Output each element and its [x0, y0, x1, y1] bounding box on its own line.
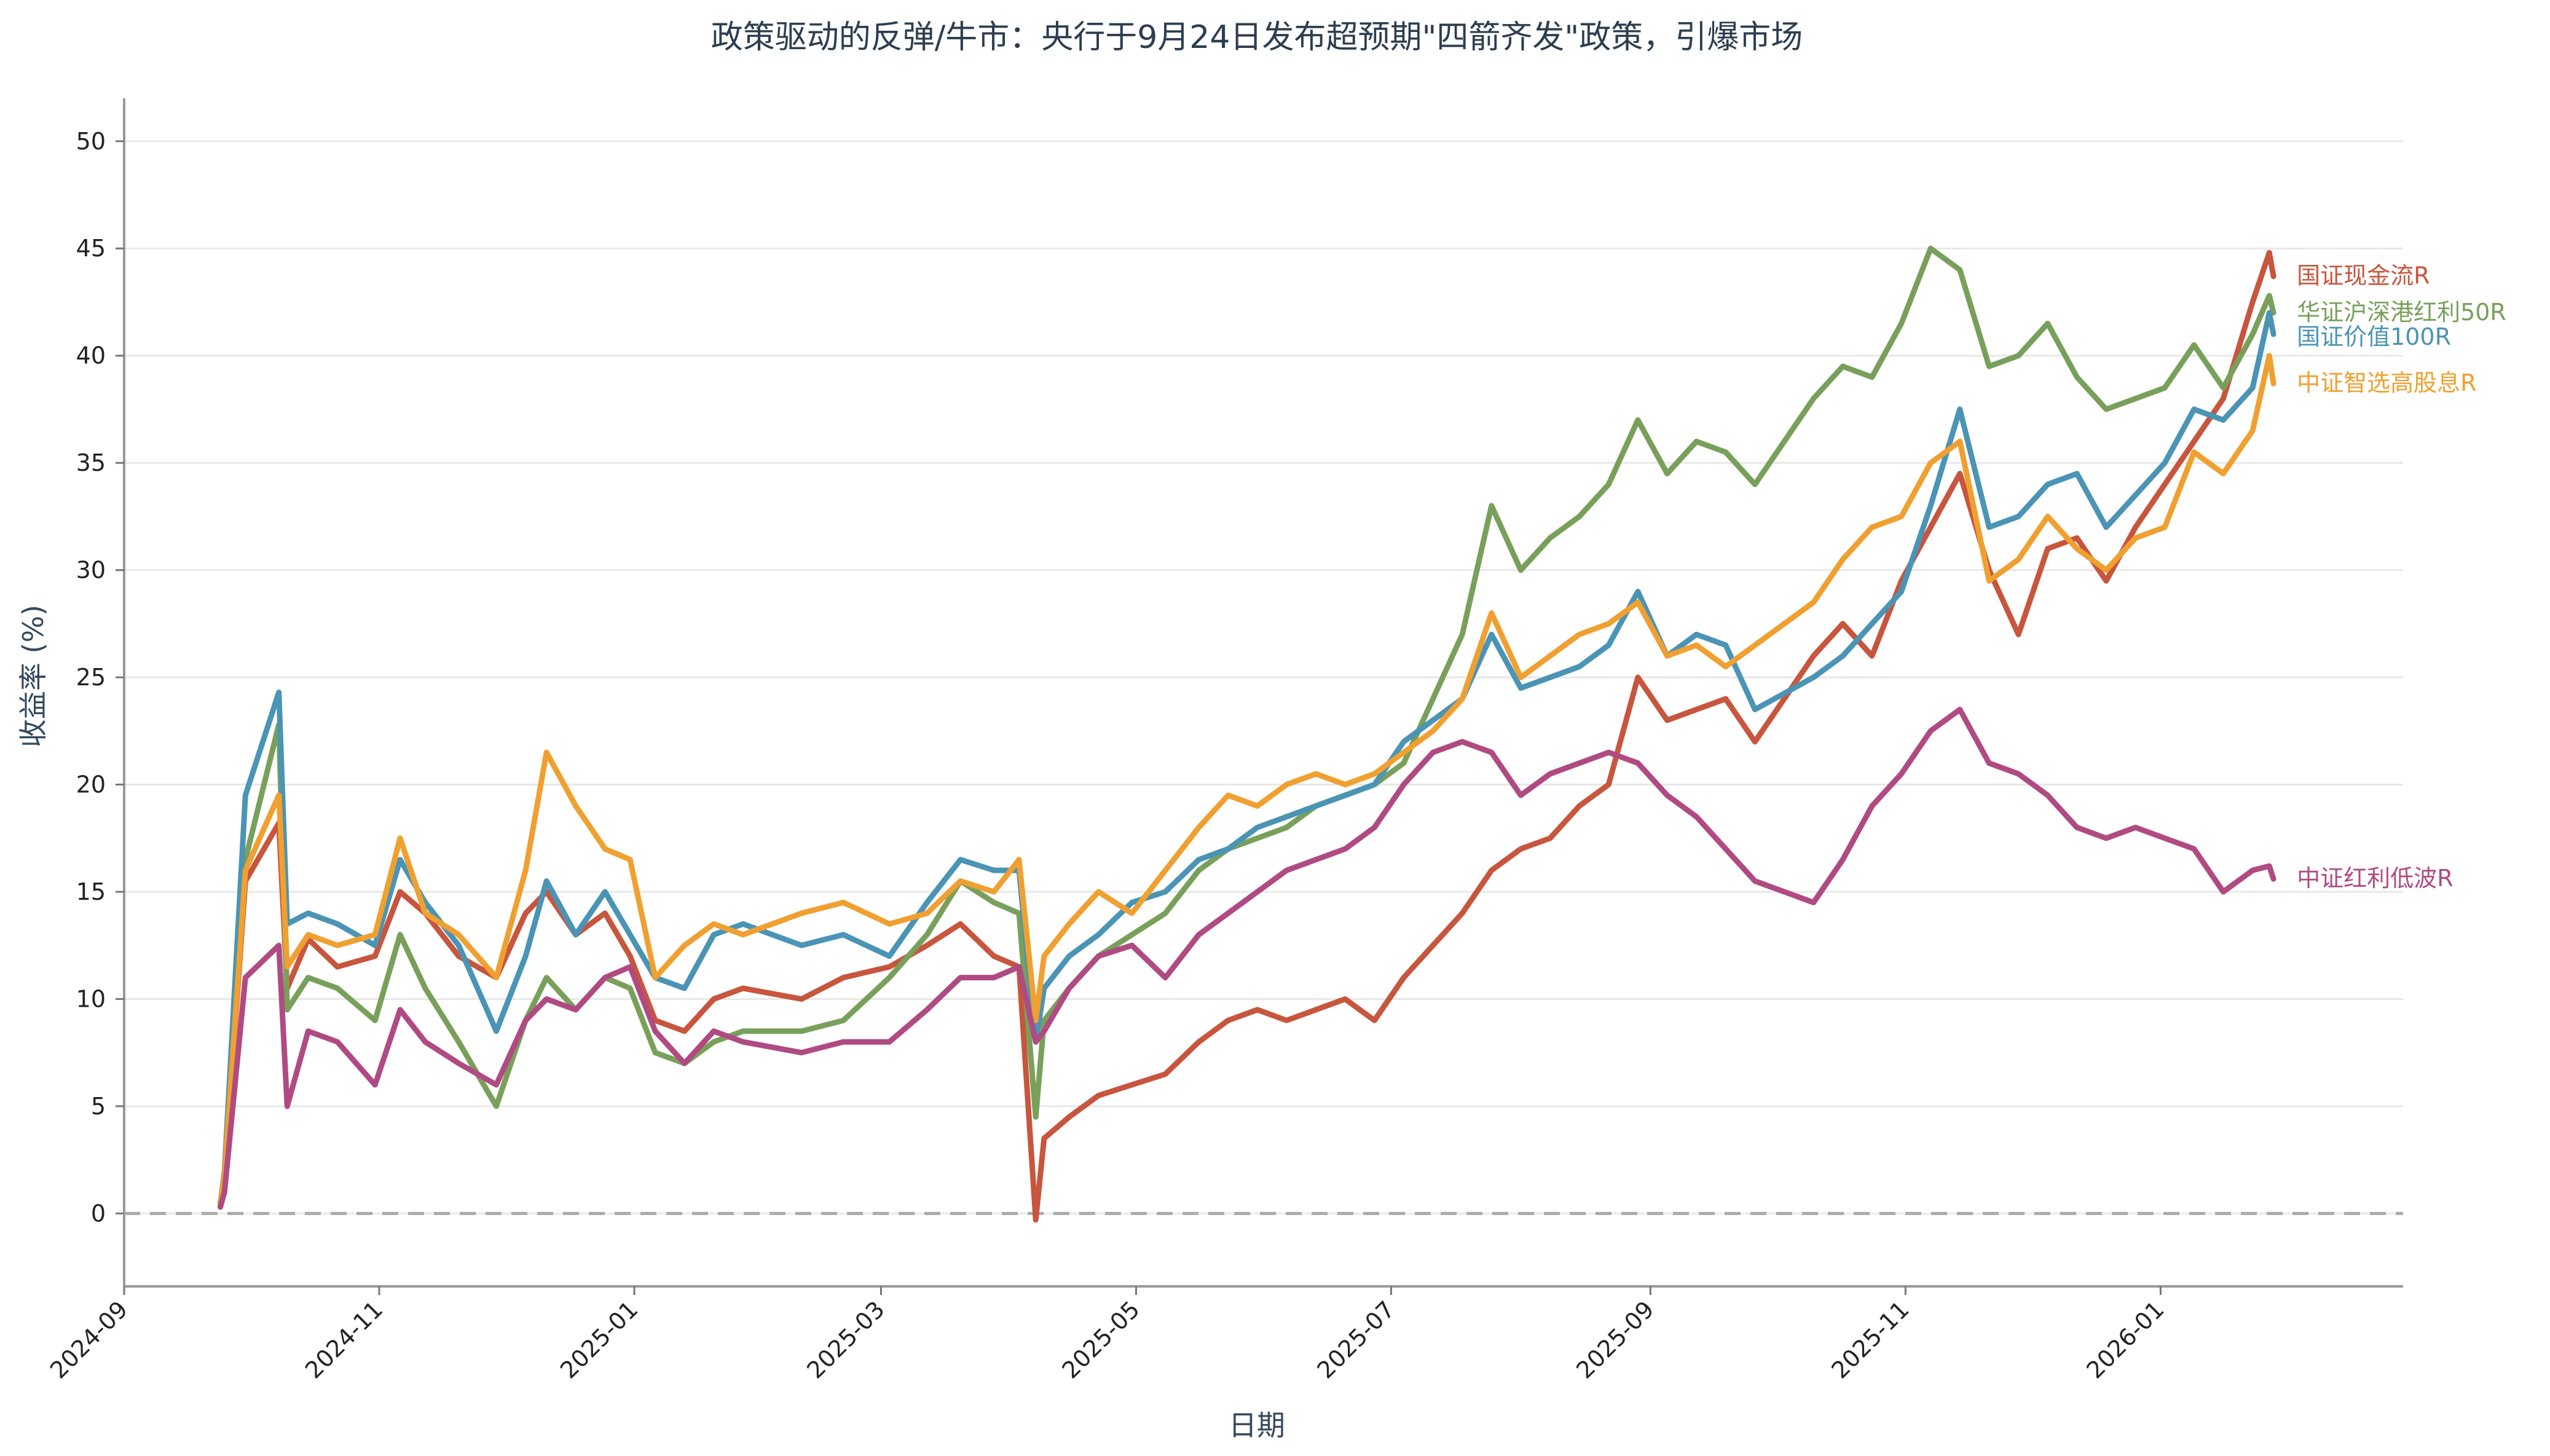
chart-title: 政策驱动的反弹/牛市：央行于9月24日发布超预期"四箭齐发"政策，引爆市场	[711, 19, 1803, 56]
y-tick-label: 0	[91, 1200, 106, 1227]
y-tick-label: 10	[76, 985, 106, 1012]
axes	[123, 98, 2403, 1288]
y-tick-label: 20	[76, 771, 106, 798]
y-tick-label: 5	[91, 1093, 106, 1120]
y-tick-label: 30	[76, 557, 106, 584]
y-tick-label: 40	[76, 342, 106, 369]
y-tick-label: 15	[76, 878, 106, 905]
y-tick-label: 25	[76, 664, 106, 691]
y-axis-title: 收益率 (%)	[17, 605, 50, 747]
series-line-1	[218, 250, 2277, 1223]
series-end-label: 华证沪深港红利50R	[2297, 299, 2506, 326]
x-tick-label: 2026-01	[2081, 1296, 2169, 1383]
x-tick-label: 2025-03	[801, 1296, 889, 1383]
series-end-label: 国证现金流R	[2297, 262, 2430, 289]
series-line-3	[218, 310, 2277, 1208]
y-tick-label: 45	[76, 235, 106, 262]
gridlines	[124, 140, 2403, 1214]
series-line-2	[218, 245, 2277, 1210]
x-tick-label: 2025-09	[1571, 1296, 1659, 1383]
y-tick-label: 50	[76, 128, 106, 155]
x-tick-label: 2025-11	[1826, 1296, 1914, 1383]
series-lines	[218, 245, 2277, 1223]
x-tick-label: 2025-01	[555, 1296, 643, 1383]
series-line-5	[218, 706, 2277, 1210]
series-end-label: 中证红利低波R	[2297, 865, 2453, 892]
series-end-label: 中证智选高股息R	[2297, 369, 2476, 396]
y-axis-ticks: 0 5 10 15 20 25 30 35 40 45 50	[76, 128, 124, 1227]
x-axis-ticks: 2024-09 2024-11 2025-01 2025-03 2025-05 2025-…	[45, 1286, 2170, 1384]
x-tick-label: 2024-09	[45, 1296, 133, 1383]
x-tick-label: 2025-07	[1312, 1296, 1399, 1383]
x-tick-label: 2024-11	[300, 1296, 388, 1383]
y-tick-label: 35	[76, 449, 106, 476]
series-end-label: 国证价值100R	[2297, 323, 2451, 350]
x-tick-label: 2025-05	[1057, 1296, 1144, 1383]
x-axis-title: 日期	[1229, 1409, 1285, 1442]
series-line-4	[218, 353, 2277, 1208]
